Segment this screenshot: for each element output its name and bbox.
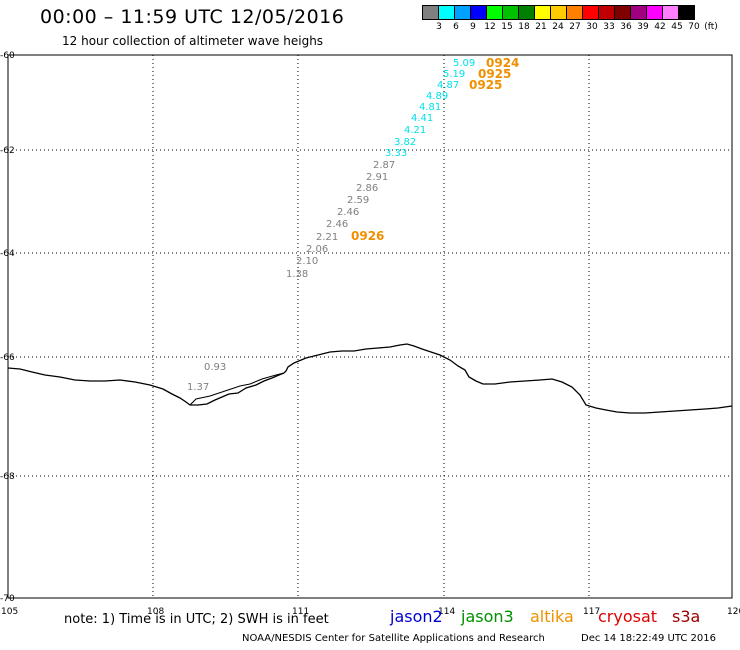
lat-lon-grid — [8, 55, 732, 598]
swh-value-label: 4.89 — [426, 91, 448, 102]
generated-timestamp: Dec 14 18:22:49 UTC 2016 — [581, 633, 716, 644]
satellite-label-s3a: s3a — [672, 607, 701, 626]
swh-value-label: 2.46 — [337, 207, 359, 218]
swh-value-label: 2.91 — [366, 172, 388, 183]
color-legend — [422, 5, 695, 20]
ice-shelf-edge — [189, 372, 285, 406]
legend-swatch — [678, 5, 695, 20]
swh-value-label: 2.10 — [296, 256, 318, 267]
map-frame — [7, 54, 733, 599]
satellite-label-jason2: jason2 — [390, 607, 443, 626]
pass-time-label: 0926 — [351, 229, 384, 243]
legend-label: 39 — [637, 22, 649, 32]
lat-tick-label: -64 — [0, 249, 15, 259]
swh-value-label: 2.06 — [306, 244, 328, 255]
pass-time-label: 0924 — [486, 56, 519, 70]
legend-label: 12 — [484, 22, 496, 32]
pass-time-label: 0925 — [478, 67, 511, 81]
swh-value-label: 5.19 — [443, 69, 465, 80]
satellite-label-cryosat: cryosat — [598, 607, 658, 626]
legend-label: (ft) — [704, 22, 718, 32]
swh-value-label: 4.81 — [419, 102, 441, 113]
legend-label: 6 — [453, 22, 459, 32]
lon-tick-label: 120 — [727, 607, 740, 617]
swh-value-label: 4.41 — [411, 113, 433, 124]
swh-value-label: 2.86 — [356, 183, 378, 194]
swh-value-label: 3.33 — [385, 148, 407, 159]
legend-label: 24 — [552, 22, 564, 32]
swh-value-label: 2.21 — [316, 232, 338, 243]
color-legend-labels: 3 6 9 12 15 18 21 24 27 30 33 36 39 42 45 70 (ft) — [422, 22, 740, 34]
satellite-label-jason3: jason3 — [461, 607, 514, 626]
chart-title: 00:00 – 11:59 UTC 12/05/2016 — [40, 6, 345, 28]
legend-label: 33 — [603, 22, 615, 32]
chart-subtitle: 12 hour collection of altimeter wave hei… — [62, 34, 324, 48]
lat-tick-label: -70 — [0, 594, 15, 604]
legend-label: 9 — [470, 22, 476, 32]
swh-value-label: 3.82 — [394, 137, 416, 148]
swh-value-label: 2.46 — [326, 219, 348, 230]
legend-label: 42 — [654, 22, 666, 32]
lat-tick-label: -60 — [0, 51, 15, 61]
footer-note: note: 1) Time is in UTC; 2) SWH is in fe… — [64, 612, 329, 627]
legend-label: 70 — [688, 22, 700, 32]
legend-label: 18 — [518, 22, 530, 32]
lon-tick-label: 108 — [147, 607, 164, 617]
lat-tick-label: -62 — [0, 146, 15, 156]
legend-label: 15 — [501, 22, 513, 32]
lon-tick-label: 105 — [1, 607, 18, 617]
lon-tick-label: 111 — [292, 607, 309, 617]
swh-value-label: 1.37 — [187, 382, 209, 393]
altimeter-observations: 5.095.194.874.894.814.414.213.823.332.87… — [187, 56, 519, 393]
swh-value-label: 1.38 — [286, 269, 308, 280]
swh-value-label: 4.21 — [404, 125, 426, 136]
swh-value-label: 4.87 — [437, 80, 459, 91]
lat-tick-label: -66 — [0, 353, 15, 363]
swh-value-label: 0.93 — [204, 362, 226, 373]
legend-label: 45 — [671, 22, 683, 32]
swh-value-label: 5.09 — [453, 58, 475, 69]
antarctic-coastline — [7, 343, 733, 414]
lat-tick-label: -68 — [0, 472, 15, 482]
legend-label: 3 — [436, 22, 442, 32]
axis-tick-labels: 105 108 111 114 117 120 -60 -62 -64 -66 -68 -70 — [0, 51, 740, 617]
lon-tick-label: 114 — [438, 607, 455, 617]
lon-tick-label: 117 — [583, 607, 600, 617]
legend-label: 21 — [535, 22, 547, 32]
pass-time-label: 0925 — [469, 78, 502, 92]
legend-label: 30 — [586, 22, 598, 32]
legend-label: 27 — [569, 22, 581, 32]
satellite-label-altika: altika — [530, 607, 574, 626]
credit-line: NOAA/NESDIS Center for Satellite Applica… — [242, 633, 545, 644]
swh-value-label: 2.87 — [373, 160, 395, 171]
swh-value-label: 2.59 — [347, 195, 369, 206]
legend-label: 36 — [620, 22, 632, 32]
